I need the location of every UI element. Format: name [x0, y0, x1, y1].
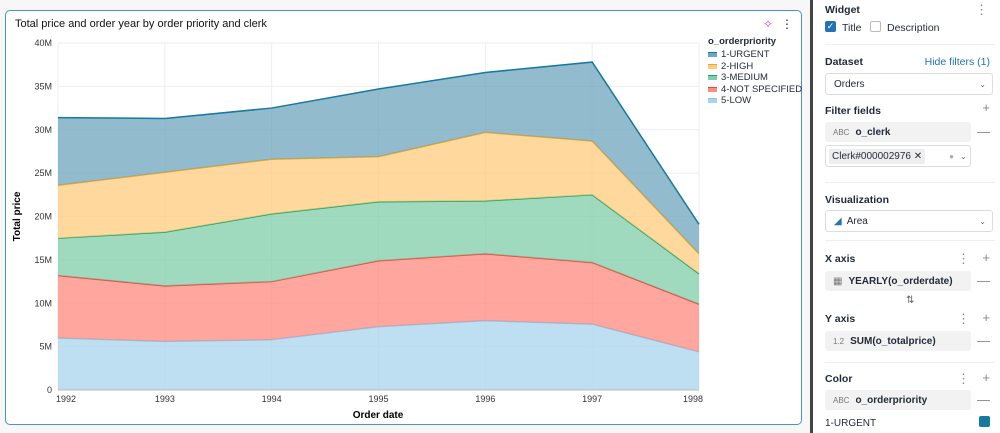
color-swatch[interactable]: [979, 416, 990, 427]
kebab-icon[interactable]: ⋮: [957, 311, 970, 326]
x-axis-label: Order date: [353, 410, 404, 421]
remove-x-icon[interactable]: —: [977, 273, 990, 288]
x-tick-label: 1995: [368, 394, 388, 404]
y-field-name: SUM(o_totalprice): [850, 335, 936, 347]
string-type-icon: ABC: [833, 395, 850, 405]
visualization-select[interactable]: ◢ Area ⌄: [825, 210, 993, 232]
y-axis-label: Total price: [12, 191, 23, 241]
config-panel: Widget ⋮ ✓ Title Description Dataset Hid…: [810, 0, 1000, 433]
x-tick-label: 1996: [475, 394, 495, 404]
filter-field[interactable]: ABC o_clerk: [825, 122, 971, 142]
color-item-label: 1-URGENT: [825, 418, 877, 429]
filter-chip: Clerk#000002976 ✕: [829, 148, 926, 164]
legend-label: 3-MEDIUM: [721, 72, 768, 84]
legend-label: 2-HIGH: [721, 60, 754, 72]
y-axis-field[interactable]: 1.2 SUM(o_totalprice): [825, 331, 971, 351]
chevron-down-icon: ⌄: [960, 151, 967, 161]
dataset-select[interactable]: Orders ⌄: [825, 73, 993, 95]
area-5-low: [58, 320, 699, 390]
chart-widget[interactable]: Total price and order year by order prio…: [5, 10, 802, 425]
area-2-high: [58, 132, 699, 274]
sparkle-icon[interactable]: ✧: [762, 17, 773, 31]
chevron-down-icon: ⌄: [979, 79, 986, 89]
x-tick-label: 1997: [582, 394, 602, 404]
color-field[interactable]: ABC o_orderpriority: [825, 390, 971, 410]
y-tick-label: 0: [47, 385, 52, 395]
y-tick-label: 20M: [34, 212, 52, 222]
legend-label: 5-LOW: [721, 95, 752, 107]
filter-value-select[interactable]: Clerk#000002976 ✕ ● ⌄: [825, 145, 971, 167]
calendar-icon: ▦: [833, 275, 843, 287]
line-1-urgent: [57, 61, 700, 225]
clear-icon[interactable]: ●: [949, 151, 954, 161]
y-tick-label: 30M: [34, 125, 52, 135]
hide-filters-link[interactable]: Hide filters (1): [924, 56, 990, 68]
y-tick-label: 15M: [34, 255, 52, 265]
description-checkbox[interactable]: [870, 21, 881, 32]
legend-swatch: [708, 98, 717, 104]
y-tick-label: 10M: [34, 298, 52, 308]
string-type-icon: ABC: [833, 127, 850, 137]
kebab-icon[interactable]: ⋮: [781, 17, 793, 31]
x-tick-label: 1993: [155, 394, 175, 404]
add-x-icon[interactable]: +: [982, 250, 990, 265]
legend-swatch: [708, 86, 717, 92]
chevron-down-icon: ⌄: [979, 216, 986, 226]
y-tick-label: 5M: [39, 342, 52, 352]
visualization-heading: Visualization: [825, 194, 889, 206]
close-icon[interactable]: ✕: [913, 150, 923, 162]
dataset-heading: Dataset: [825, 56, 863, 68]
add-y-icon[interactable]: +: [982, 310, 990, 325]
kebab-icon[interactable]: ⋮: [957, 371, 970, 386]
viz-value: Area: [846, 215, 868, 227]
y-tick-label: 40M: [34, 38, 52, 48]
dataset-value: Orders: [834, 78, 865, 90]
filter-fields-heading: Filter fields: [825, 105, 882, 117]
area-4-not-specified: [58, 253, 699, 352]
x-field-name: YEARLY(o_orderdate): [848, 275, 953, 287]
legend: o_orderpriority 1-URGENT 2-HIGH 3-MEDIUM 4-…: [708, 36, 802, 107]
legend-swatch: [708, 52, 717, 58]
filter-chip-label: Clerk#000002976: [832, 150, 911, 162]
x-axis-heading: X axis: [825, 253, 856, 265]
legend-label: 1-URGENT: [721, 49, 770, 61]
area-3-medium: [58, 194, 699, 305]
description-checkbox-label: Description: [887, 22, 940, 34]
legend-item[interactable]: 1-URGENT: [708, 49, 802, 61]
legend-item[interactable]: 2-HIGH: [708, 61, 802, 73]
widget-title[interactable]: Total price and order year by order prio…: [15, 18, 267, 30]
legend-swatch: [708, 63, 717, 69]
remove-filter-icon[interactable]: —: [977, 124, 990, 139]
add-color-icon[interactable]: +: [982, 370, 990, 385]
x-axis-field[interactable]: ▦ YEARLY(o_orderdate): [825, 271, 971, 291]
y-tick-label: 35M: [34, 81, 52, 91]
filter-field-name: o_clerk: [855, 126, 891, 138]
color-heading: Color: [825, 373, 853, 385]
x-tick-label: 1994: [262, 394, 282, 404]
x-tick-label: 1992: [56, 394, 76, 404]
widget-heading: Widget: [825, 4, 860, 16]
kebab-icon[interactable]: ⋮: [957, 251, 970, 266]
legend-swatch: [708, 75, 717, 81]
title-checkbox-label: Title: [842, 22, 862, 34]
y-axis-heading: Y axis: [825, 313, 856, 325]
legend-title: o_orderpriority: [708, 36, 777, 47]
y-tick-label: 25M: [34, 168, 52, 178]
legend-label: 4-NOT SPECIFIED: [721, 83, 803, 95]
area-chart: 0 5M 10M 15M 20M 25M 30M 35M 40M 1992 1993 1994 1995…: [12, 38, 703, 421]
legend-item[interactable]: 4-NOT SPECIFIED: [708, 84, 802, 96]
remove-color-icon[interactable]: —: [977, 392, 990, 407]
remove-y-icon[interactable]: —: [977, 333, 990, 348]
x-tick-label: 1998: [683, 394, 703, 404]
number-type-icon: 1.2: [833, 336, 845, 346]
kebab-icon[interactable]: ⋮: [975, 2, 988, 17]
color-field-name: o_orderpriority: [855, 394, 928, 406]
area-1-urgent: [58, 62, 699, 254]
legend-item[interactable]: 5-LOW: [708, 95, 802, 107]
add-filter-icon[interactable]: +: [982, 100, 990, 115]
swap-axes-icon[interactable]: ⇅: [906, 295, 915, 306]
area-chart-icon: ◢: [834, 215, 842, 227]
legend-item[interactable]: 3-MEDIUM: [708, 72, 802, 84]
title-checkbox[interactable]: ✓: [825, 21, 836, 32]
